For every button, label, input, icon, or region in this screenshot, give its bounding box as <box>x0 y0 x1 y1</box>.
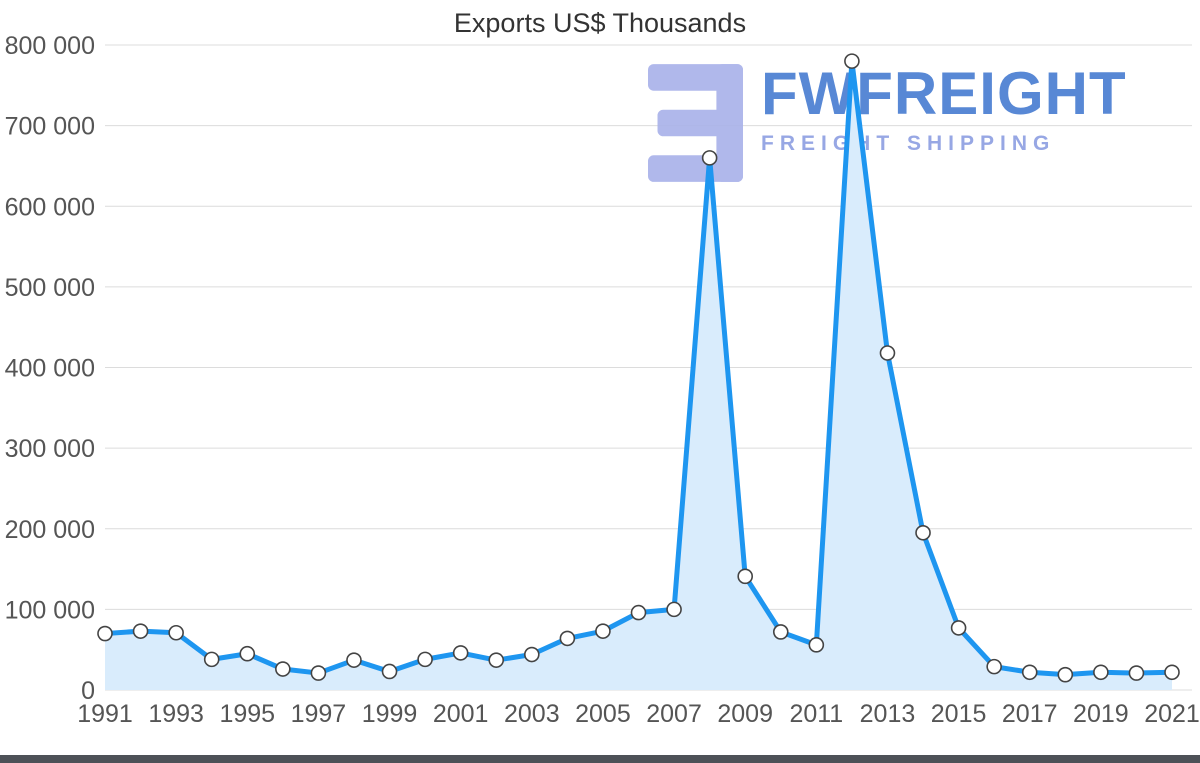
svg-text:2021: 2021 <box>1144 700 1200 728</box>
svg-text:1997: 1997 <box>291 700 347 728</box>
svg-text:1993: 1993 <box>148 700 204 728</box>
svg-text:300 000: 300 000 <box>5 435 95 463</box>
svg-text:2001: 2001 <box>433 700 489 728</box>
svg-text:500 000: 500 000 <box>5 274 95 302</box>
svg-text:1991: 1991 <box>77 700 133 728</box>
svg-text:1999: 1999 <box>362 700 418 728</box>
fwfreight-logo-icon <box>648 64 743 182</box>
svg-text:700 000: 700 000 <box>5 113 95 141</box>
watermark-tagline: FREIGHT SHIPPING <box>761 132 1056 155</box>
svg-text:2013: 2013 <box>860 700 916 728</box>
watermark-brand: FWFREIGHT <box>761 60 1127 127</box>
svg-text:0: 0 <box>81 677 95 705</box>
svg-text:2005: 2005 <box>575 700 631 728</box>
svg-text:2017: 2017 <box>1002 700 1058 728</box>
svg-text:2015: 2015 <box>931 700 987 728</box>
svg-text:100 000: 100 000 <box>5 596 95 624</box>
svg-text:400 000: 400 000 <box>5 355 95 383</box>
svg-text:2003: 2003 <box>504 700 560 728</box>
svg-text:2011: 2011 <box>789 700 843 728</box>
svg-text:2007: 2007 <box>646 700 702 728</box>
watermark-text: FWFREIGHT FREIGHT SHIPPING <box>761 64 1151 156</box>
window-bottom-edge <box>0 755 1200 763</box>
svg-text:2019: 2019 <box>1073 700 1129 728</box>
svg-text:800 000: 800 000 <box>5 32 95 60</box>
svg-text:2009: 2009 <box>717 700 773 728</box>
svg-text:200 000: 200 000 <box>5 516 95 544</box>
chart-title: Exports US$ Thousands <box>453 8 747 38</box>
watermark: FWFREIGHT FREIGHT SHIPPING <box>648 64 1151 182</box>
svg-text:1995: 1995 <box>219 700 275 728</box>
svg-text:600 000: 600 000 <box>5 193 95 221</box>
